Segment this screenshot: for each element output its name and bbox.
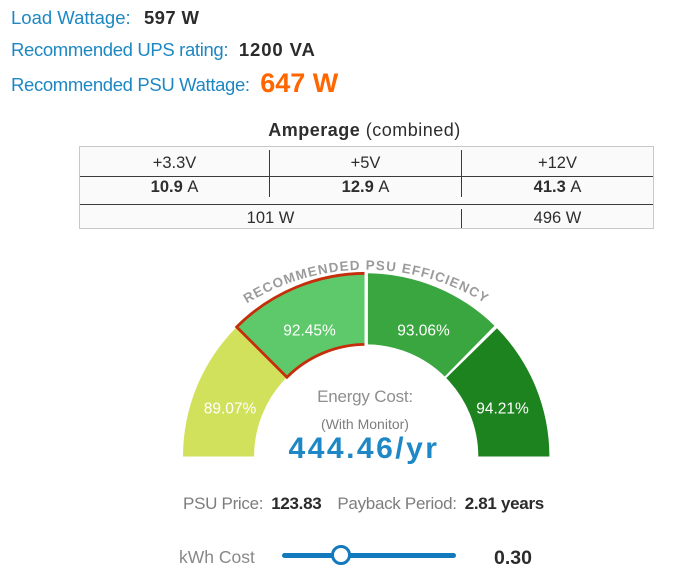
svg-text:92.45%: 92.45% [283, 323, 336, 340]
svg-text:94.21%: 94.21% [476, 401, 529, 418]
svg-text:89.07%: 89.07% [204, 401, 257, 418]
svg-text:93.06%: 93.06% [397, 323, 450, 340]
